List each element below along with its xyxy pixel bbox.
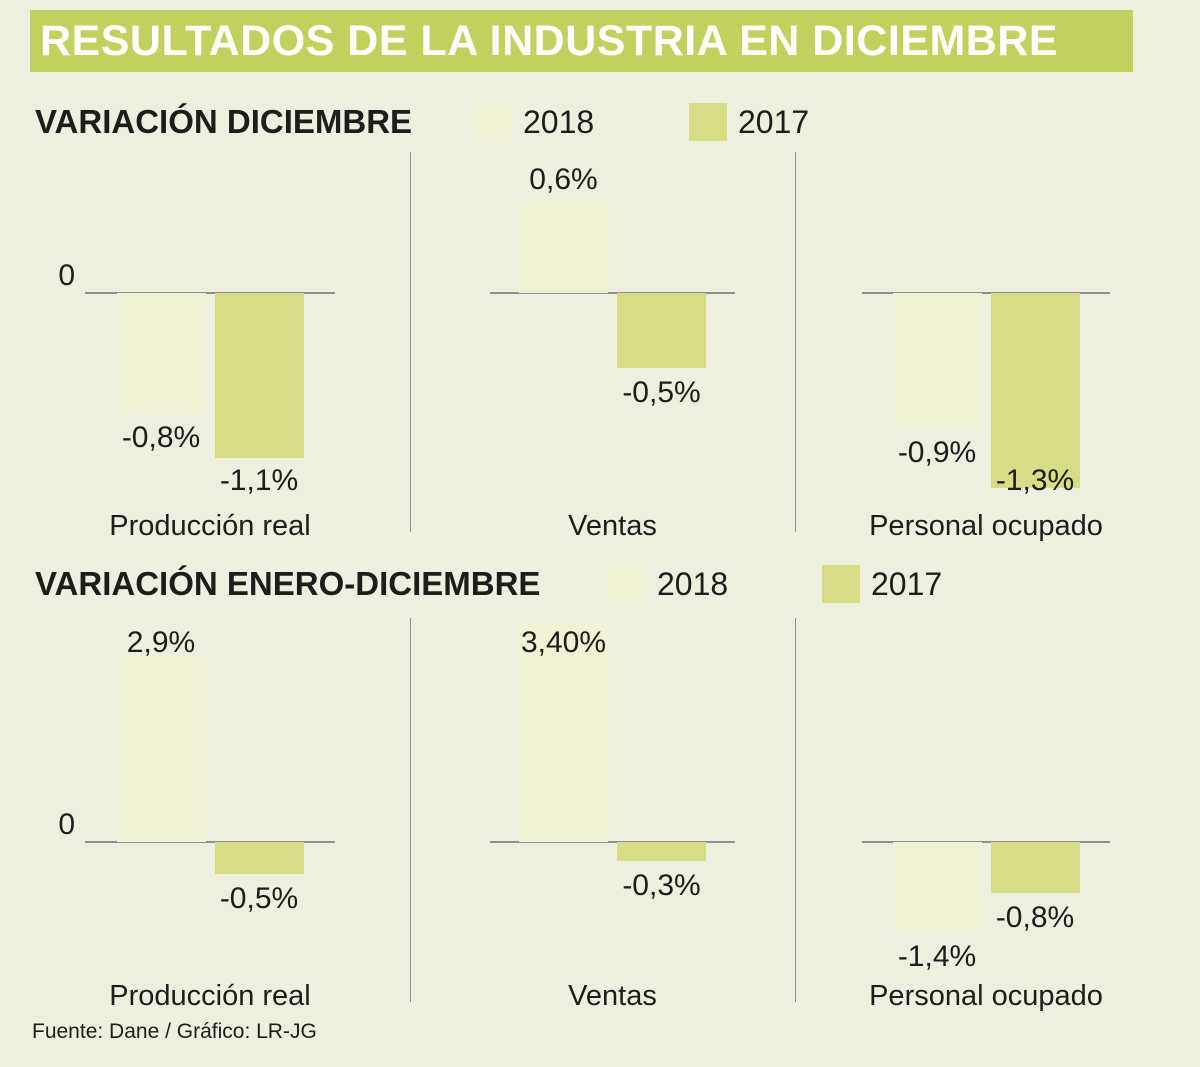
bar-2017 xyxy=(214,293,304,458)
category-label: Ventas xyxy=(568,510,657,542)
chart-variacion-diciembre: 0 Producción real -0,8% -1,1% Ventas 0,6% -0,5… xyxy=(0,148,1200,542)
value-label: 0,6% xyxy=(529,163,598,196)
legend-label-2017: 2017 xyxy=(738,103,810,140)
legend-label-2018: 2018 xyxy=(523,103,595,140)
section-variacion-enero-diciembre-header: VARIACIÓN ENERO-DICIEMBRE 2018 2017 xyxy=(0,562,1200,610)
source-credit: Fuente: Dane / Gráfico: LR-JG xyxy=(32,1020,317,1043)
bar-2018 xyxy=(519,203,608,293)
bar-2018 xyxy=(116,656,206,842)
chart-variacion-enero-diciembre: 0 Producción real 2,9% -0,5% Ventas 3,40% -0,3… xyxy=(0,614,1200,1012)
panel-divider xyxy=(410,152,411,532)
bar-2018 xyxy=(892,293,982,428)
category-label: Producción real xyxy=(109,980,311,1012)
bar-2017 xyxy=(617,842,706,862)
bar-2017 xyxy=(617,293,706,368)
axis-baseline xyxy=(490,292,735,294)
panel-divider xyxy=(795,618,796,1002)
value-label: -1,4% xyxy=(897,939,977,973)
legend-label-2017: 2017 xyxy=(871,565,943,602)
legend-swatch-2017-icon xyxy=(689,103,727,141)
legend-item-2018: 2018 xyxy=(474,102,594,142)
bar-2017 xyxy=(214,842,304,874)
axis-baseline xyxy=(490,841,735,843)
legend-item-2017: 2017 xyxy=(822,564,942,604)
section-variacion-diciembre-header: VARIACIÓN DICIEMBRE 2018 2017 xyxy=(0,100,1200,148)
value-label: -0,3% xyxy=(622,869,701,903)
bar-2017 xyxy=(990,293,1080,488)
value-label: 2,9% xyxy=(126,626,196,659)
section-1-title: VARIACIÓN DICIEMBRE xyxy=(35,103,413,140)
section-2-title: VARIACIÓN ENERO-DICIEMBRE xyxy=(35,565,541,602)
legend-swatch-2017-icon xyxy=(822,565,860,603)
value-label: -0,9% xyxy=(897,436,977,469)
value-label: -0,8% xyxy=(121,421,201,454)
value-label: -0,5% xyxy=(622,376,701,409)
category-label: Producción real xyxy=(109,510,311,542)
zero-label: 0 xyxy=(58,259,75,292)
bar-2018 xyxy=(892,842,982,932)
legend-item-2017: 2017 xyxy=(689,102,809,142)
category-label: Personal ocupado xyxy=(869,980,1103,1012)
page-title: RESULTADOS DE LA INDUSTRIA EN DICIEMBRE xyxy=(40,17,1059,65)
axis-baseline xyxy=(862,841,1110,843)
panel-divider xyxy=(410,618,411,1002)
legend-item-2018: 2018 xyxy=(608,564,728,604)
value-label: -0,5% xyxy=(219,882,299,915)
value-label: -1,3% xyxy=(995,464,1075,497)
legend-label-2018: 2018 xyxy=(657,565,729,602)
axis-baseline xyxy=(85,292,335,294)
bar-2018 xyxy=(116,293,206,413)
legend-swatch-2018-icon xyxy=(474,103,512,141)
bar-2018 xyxy=(519,624,608,842)
axis-baseline xyxy=(862,292,1110,294)
value-label: -1,1% xyxy=(219,464,299,497)
title-band: RESULTADOS DE LA INDUSTRIA EN DICIEMBRE xyxy=(30,10,1133,72)
axis-baseline xyxy=(85,841,335,843)
bar-2017 xyxy=(990,842,1080,894)
value-label: 3,40% xyxy=(520,626,607,659)
category-label: Personal ocupado xyxy=(869,510,1103,542)
zero-label: 0 xyxy=(58,808,75,841)
legend-swatch-2018-icon xyxy=(608,565,646,603)
value-label: -0,8% xyxy=(995,901,1075,935)
panel-divider xyxy=(795,152,796,532)
category-label: Ventas xyxy=(568,980,657,1012)
